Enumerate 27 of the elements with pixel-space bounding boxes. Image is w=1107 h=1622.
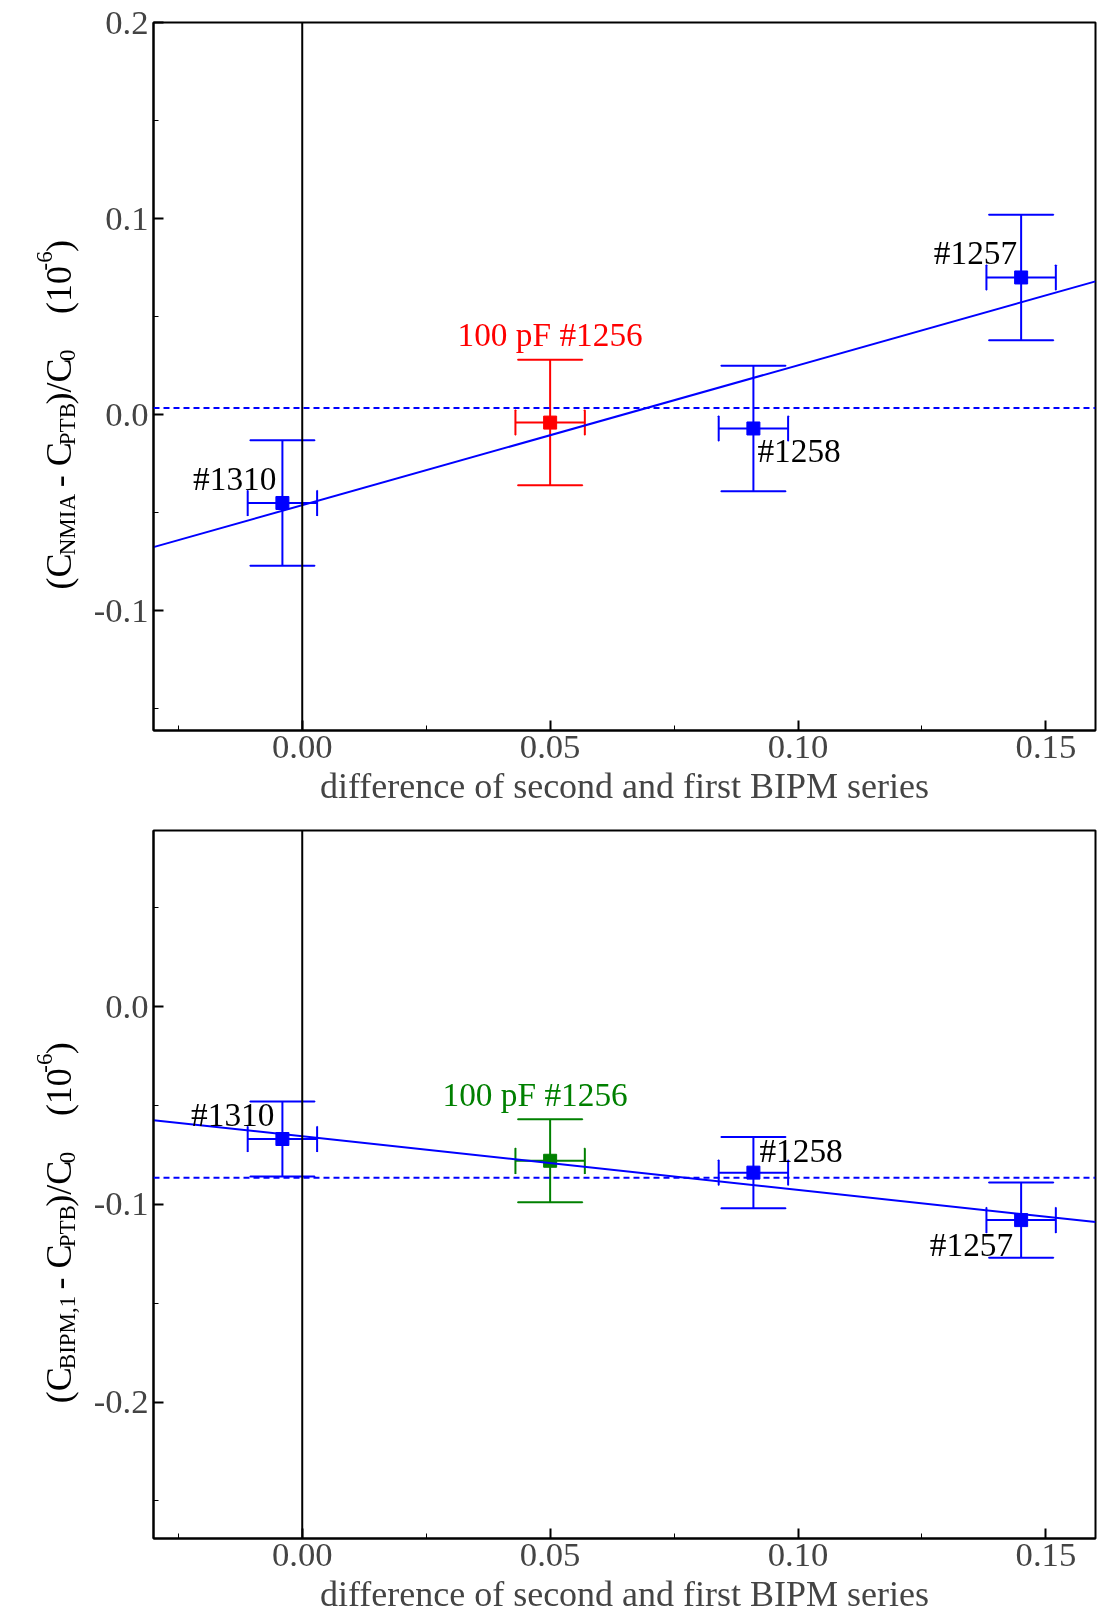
annotation: #1257	[933, 234, 1018, 272]
y-tick-label: 0.0	[105, 986, 149, 1025]
x-tick-label: 0.10	[767, 1534, 829, 1573]
annotation: #1258	[757, 432, 841, 470]
y-tick-label: 0.2	[105, 2, 149, 41]
y-tick-label: 0.0	[105, 394, 149, 433]
x-tick-label: 0.05	[519, 726, 581, 765]
y-tick-label: 0.1	[105, 198, 149, 237]
x-tick-label: 0.00	[271, 1534, 333, 1573]
y-tick-label: -0.1	[93, 1184, 149, 1223]
x-tick-label: 0.05	[519, 1534, 581, 1573]
x-axis-title: difference of second and first BIPM series	[319, 1573, 930, 1614]
x-tick-label: 0.10	[767, 726, 829, 765]
annotation: #1310	[191, 1096, 275, 1134]
annotation: 100 pF #1256	[457, 315, 643, 353]
annotation: #1258	[759, 1131, 843, 1169]
annotation: 100 pF #1256	[442, 1075, 628, 1113]
x-tick-label: 0.15	[1015, 1534, 1077, 1573]
x-tick-label: 0.15	[1015, 726, 1077, 765]
annotation: #1310	[193, 460, 277, 497]
y-tick-label: -0.1	[93, 590, 149, 629]
annotation: #1257	[929, 1226, 1014, 1264]
text: (CBIPM,1 - CPTB)/C0 (10-6)	[32, 1042, 80, 1404]
x-tick-label: 0.00	[271, 726, 333, 765]
text: (CNMIA - CPTB)/C0 (10-6)	[32, 240, 80, 590]
x-axis-title: difference of second and first BIPM series	[319, 765, 930, 806]
y-tick-label: -0.2	[93, 1382, 149, 1421]
